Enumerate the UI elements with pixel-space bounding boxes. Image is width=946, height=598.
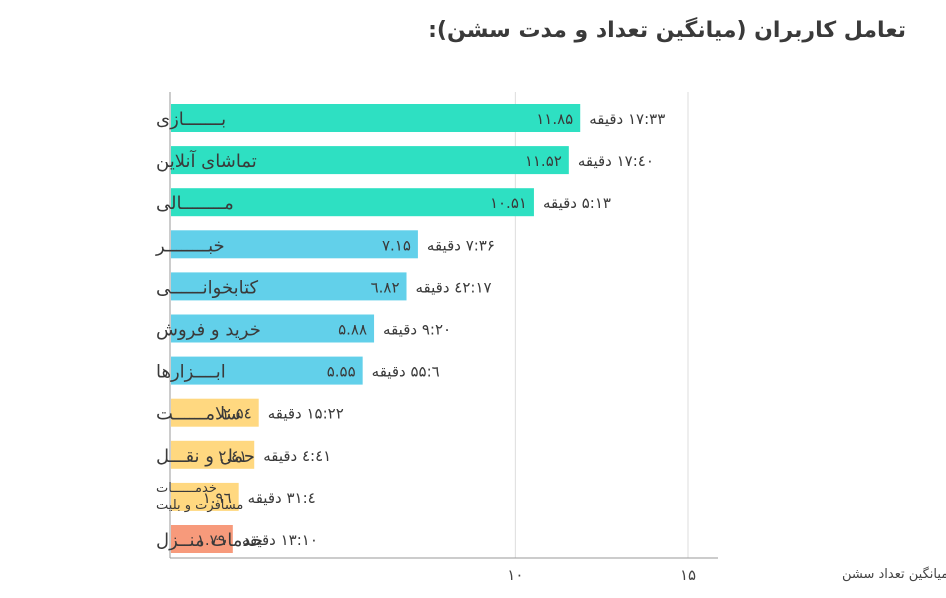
bar-duration-label: ۱۷:٤۲ دقیقه — [416, 278, 492, 296]
bar-duration-label: ۱۳:۱۰ دقیقه — [242, 531, 318, 549]
category-label: سلامــــــت — [156, 404, 241, 425]
bar-value-label: ۲.٤۱ — [218, 447, 247, 465]
bar-value-label: ۱.۷۹ — [197, 531, 226, 549]
bar-value-label: ۱.۹٦ — [203, 489, 232, 507]
bar-duration-label: ۱۷:۳۳ دقیقه — [589, 110, 665, 128]
bar-duration-label: ٤:۳۱ دقیقه — [248, 489, 316, 507]
bar-value-label: ۲.۵٤ — [223, 405, 252, 423]
bar-value-label: ۵.۸۸ — [338, 321, 367, 339]
bar-value-label: ۱۰.۵۱ — [490, 194, 527, 212]
bar — [171, 356, 363, 385]
category-label: کتابخوانــــــی — [156, 277, 258, 298]
category-label: خبــــــــر — [155, 235, 225, 256]
bar — [171, 398, 259, 427]
bar — [171, 146, 569, 175]
bar — [171, 314, 375, 343]
category-label: خدمــــــات مسافرت و بلیت — [156, 481, 243, 513]
bar-duration-label: ٤٠:۱۷ دقیقه — [578, 152, 654, 170]
bar — [171, 230, 418, 259]
category-label: مــــــــالی — [156, 193, 234, 214]
category-label: بـــــــازی — [156, 109, 226, 130]
bar — [171, 525, 233, 553]
category-label: تماشای آنلاین — [156, 149, 257, 172]
bar-duration-label: ۹:۲۰ دقیقه — [383, 321, 451, 339]
bar-duration-label: ۱۵:۲۲ دقیقه — [268, 405, 344, 423]
bar-duration-label: ۵:۱۳ دقیقه — [543, 194, 611, 212]
bar-value-label: ٦.۸۲ — [371, 278, 400, 296]
bar-value-label: ۷.۱۵ — [382, 236, 411, 254]
bar-value-label: ۱۱.۸۵ — [536, 110, 573, 128]
chart-title: تعامل کاربران (میانگین تعداد و مدت سشن): — [428, 18, 906, 43]
category-label: ابــــزارها — [156, 362, 226, 383]
bar-duration-label: ٤:٤۱ دقیقه — [263, 447, 331, 465]
bar — [171, 188, 534, 217]
x-tick-label: ۱۰ — [507, 566, 523, 584]
bar — [171, 482, 239, 511]
category-label: خدمات منــزل — [156, 530, 263, 551]
bar-duration-label: ٦:۵۵ دقیقه — [372, 363, 440, 381]
bar — [171, 440, 255, 469]
bar — [171, 104, 581, 132]
x-axis-label: میانگین تعداد سشن — [842, 566, 946, 582]
category-label: خرید و فروش — [156, 320, 261, 341]
bar-duration-label: ۷:۳۶ دقیقه — [427, 236, 495, 254]
x-tick-label: ۱۵ — [680, 566, 696, 584]
bar-value-label: ۱۱.۵۲ — [525, 152, 562, 170]
bar-value-label: ۵.۵۵ — [327, 363, 356, 381]
category-label: حمل و نقـــل — [156, 446, 255, 467]
bar — [171, 272, 407, 301]
